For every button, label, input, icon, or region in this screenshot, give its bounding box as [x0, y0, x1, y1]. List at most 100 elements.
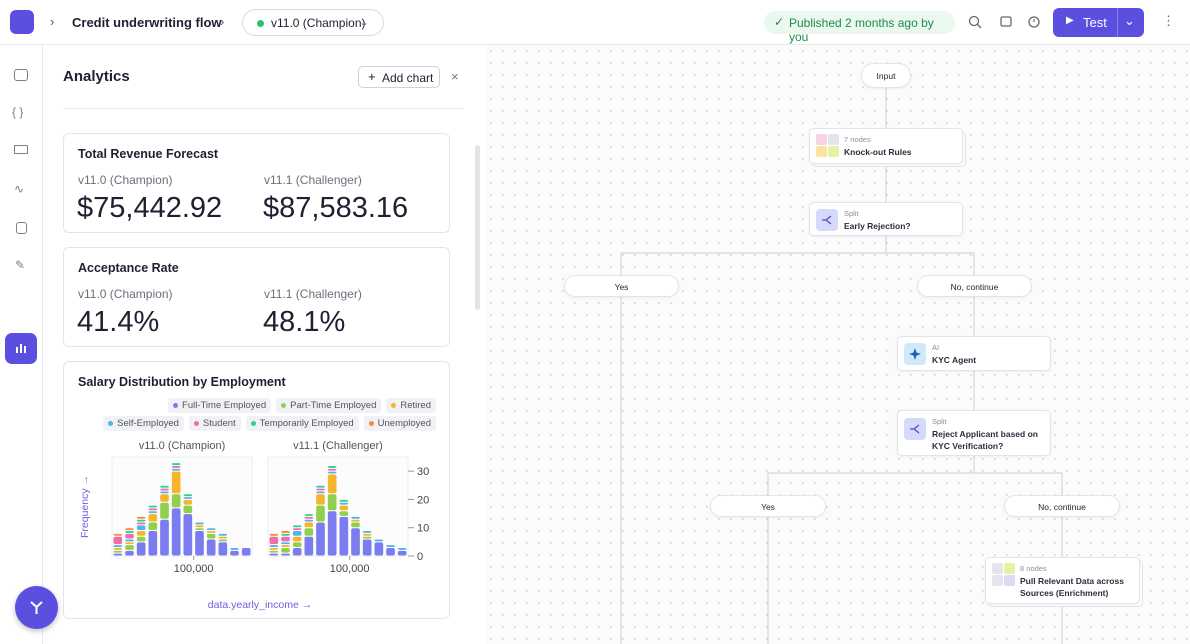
analytics-icon [16, 344, 26, 353]
node-kind: 8 nodes [1020, 564, 1047, 573]
node-kind: AI [932, 343, 940, 352]
flow-node[interactable]: Input [861, 63, 911, 88]
add-chart-label: Add chart [382, 71, 434, 85]
legend: Full-Time Employed Part-Time Employed Reti… [90, 398, 436, 431]
logo[interactable] [10, 10, 34, 34]
fab-icon [30, 601, 43, 614]
status: ✓ Published 2 months ago by you [764, 11, 955, 44]
legend-swatch [108, 420, 114, 426]
legend-swatch [391, 402, 397, 408]
node-label: Pull Relevant Data across Sources (Enric… [1020, 576, 1124, 598]
ai-icon [904, 343, 926, 365]
nav-icon[interactable]: { } [12, 105, 24, 119]
floating-button[interactable] [15, 586, 58, 629]
caret: ⌄ [358, 15, 369, 29]
route-label: No, continue [950, 282, 999, 292]
metric-value: $87,583.16 [263, 192, 409, 224]
route[interactable]: No, continue [917, 275, 1032, 297]
card-title: Acceptance Rate [78, 261, 179, 275]
legend-swatch [193, 420, 199, 426]
nav-analytics-active[interactable] [5, 333, 37, 364]
legend-item: Retired [386, 398, 436, 413]
legend-item: Student [188, 416, 241, 431]
legend-label: Full-Time Employed [182, 400, 267, 411]
test-label: Test [1083, 15, 1107, 30]
nav-icon[interactable]: ✎ [15, 258, 26, 272]
node-kind: Split [932, 417, 947, 426]
metric-card: Acceptance Rate v11.0 (Champion) 41.4% v… [63, 247, 450, 347]
flow-node[interactable]: Split Reject Applicant based on KYC Verif… [897, 410, 1051, 456]
nav-icon[interactable] [16, 222, 27, 234]
panel-title: Analytics [63, 68, 130, 85]
legend-swatch [173, 402, 179, 408]
close-button[interactable]: × [451, 69, 459, 84]
legend-item: Part-Time Employed [276, 398, 382, 413]
group-icon [816, 134, 839, 157]
metric-label: v11.0 (Champion) [78, 173, 173, 187]
breadcrumb[interactable]: Credit underwriting flow [72, 15, 222, 30]
toolbar-icons[interactable] [968, 15, 1048, 31]
legend-label: Retired [400, 400, 431, 411]
metric-card: Total Revenue Forecast v11.0 (Champion) … [63, 133, 450, 233]
version-select[interactable]: v11.0 (Champion) ⌄ [242, 9, 384, 36]
legend-label: Part-Time Employed [290, 400, 377, 411]
test-button[interactable]: ▶ Test ⌄ [1053, 8, 1144, 37]
nav-icon[interactable] [14, 69, 28, 81]
divider [63, 108, 464, 109]
flow-node[interactable]: AI KYC Agent [897, 336, 1051, 371]
metric-value: $75,442.92 [77, 192, 223, 224]
chevron: › [220, 14, 225, 29]
status-text: Published 2 months ago by you [789, 16, 934, 44]
scrollbar[interactable] [475, 145, 480, 310]
card-title: Salary Distribution by Employment [78, 375, 286, 389]
sidebar: { } ∿ ✎ [0, 45, 43, 644]
metric-value: 48.1% [263, 306, 346, 338]
metric-label: v11.1 (Challenger) [264, 173, 362, 187]
metric-label: v11.0 (Champion) [78, 287, 173, 301]
nav-icon[interactable]: ∿ [14, 182, 25, 196]
route-label: No, continue [1038, 502, 1086, 512]
version: v11.0 (Champion) [271, 16, 366, 30]
node-label: Early Rejection? [844, 221, 911, 231]
legend-label: Self-Employed [117, 418, 179, 429]
legend-label: Temporarily Employed [259, 418, 354, 429]
node-kind: 7 nodes [844, 135, 871, 144]
add-chart-button[interactable]: + Add chart [358, 66, 440, 88]
metric-label: v11.1 (Challenger) [264, 287, 362, 301]
node-kind: Split [844, 209, 859, 218]
legend-item: Full-Time Employed [168, 398, 272, 413]
flow-node[interactable]: 7 nodes Knock-out Rules [809, 128, 963, 164]
legend-swatch [368, 420, 374, 426]
flow-node[interactable]: Split Early Rejection? [809, 202, 963, 236]
card-title: Total Revenue Forecast [78, 147, 219, 161]
legend-label: Unemployed [377, 418, 431, 429]
top-bar: › Credit underwriting flow › v11.0 (Cham… [0, 0, 1190, 45]
node-label: Input [876, 71, 896, 81]
route-label: Yes [761, 502, 775, 512]
route[interactable]: Yes [564, 275, 679, 297]
more-menu[interactable]: ⋮ [1162, 13, 1175, 28]
legend-item: Temporarily Employed [245, 416, 359, 431]
group-icon [992, 563, 1015, 586]
flow-canvas [485, 45, 1190, 644]
legend-item: Unemployed [363, 416, 436, 431]
node-label: KYC Agent [932, 355, 977, 365]
route-label: Yes [614, 282, 629, 292]
route[interactable]: Yes [710, 495, 826, 517]
legend-label: Student [202, 418, 236, 429]
legend-swatch [250, 420, 256, 426]
flow-node[interactable]: 8 nodes Pull Relevant Data across Sources… [985, 557, 1140, 604]
legend-item: Self-Employed [103, 416, 184, 431]
route[interactable]: No, continue [1004, 495, 1120, 517]
node-label: Knock-out Rules [844, 147, 912, 157]
metric-value: 41.4% [77, 306, 160, 338]
chevron: › [50, 14, 55, 29]
legend-swatch [281, 402, 287, 408]
node-label: Reject Applicant based on KYC Verificati… [932, 429, 1038, 451]
nav-icon[interactable] [14, 145, 28, 154]
split-icon [816, 209, 838, 231]
split-icon [904, 418, 926, 440]
